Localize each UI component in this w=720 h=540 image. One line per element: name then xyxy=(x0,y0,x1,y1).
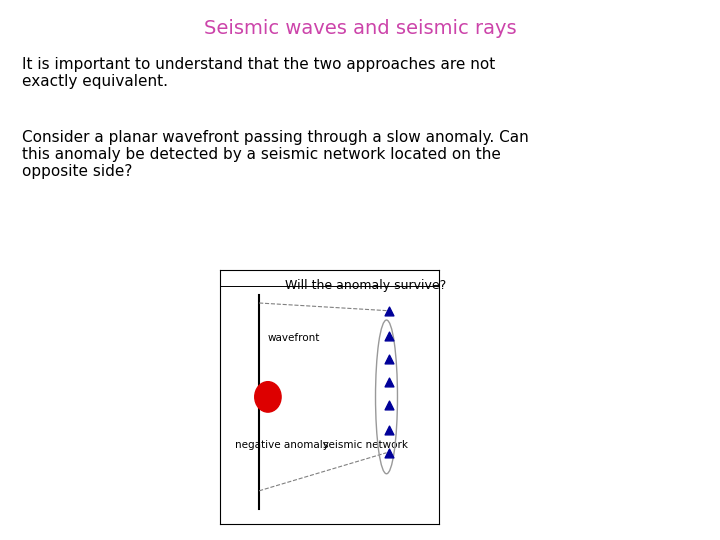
Point xyxy=(383,306,395,315)
Point xyxy=(383,355,395,363)
Text: Will the anomaly survive?: Will the anomaly survive? xyxy=(285,279,446,292)
Point xyxy=(383,377,395,386)
Point xyxy=(383,400,395,409)
Point xyxy=(383,332,395,340)
Text: Consider a planar wavefront passing through a slow anomaly. Can
this anomaly be : Consider a planar wavefront passing thro… xyxy=(22,130,528,179)
Text: negative anomaly: negative anomaly xyxy=(235,440,329,450)
Circle shape xyxy=(255,382,281,412)
Text: wavefront: wavefront xyxy=(268,333,320,343)
Text: Seismic waves and seismic rays: Seismic waves and seismic rays xyxy=(204,19,516,38)
Text: It is important to understand that the two approaches are not
exactly equivalent: It is important to understand that the t… xyxy=(22,57,495,89)
Text: seismic network: seismic network xyxy=(323,440,408,450)
Point xyxy=(383,448,395,457)
Point xyxy=(383,426,395,434)
